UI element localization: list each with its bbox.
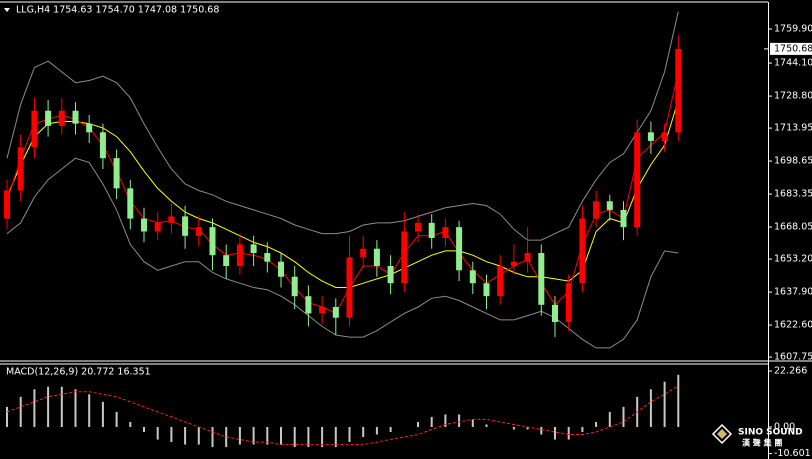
y-tick-label: 1683.35 [774, 189, 812, 200]
candle-body [209, 227, 216, 256]
price-box [770, 42, 812, 55]
candle-body [58, 110, 65, 126]
candle-body [593, 201, 600, 219]
candle-body [332, 306, 339, 318]
candle-body [291, 276, 298, 297]
menu-arrow[interactable] [4, 8, 10, 12]
candle-body [223, 255, 230, 266]
candle-body [127, 188, 134, 219]
candle-body [675, 48, 682, 133]
candle-body [141, 218, 147, 232]
y-tick-label: 0.00 [774, 421, 795, 432]
candle-body [565, 283, 572, 323]
candle-body [319, 306, 326, 314]
indicator-line [6, 11, 679, 241]
indicator-line [6, 157, 679, 349]
candle-body [606, 201, 613, 210]
watermark: SINO SOUND 漢 聲 集 團 [711, 423, 803, 448]
candle-body [524, 253, 531, 262]
price-label: 1750.68 [774, 43, 812, 54]
candle-body [250, 244, 257, 254]
candle-body [428, 222, 435, 238]
candle-body [579, 218, 586, 284]
candle-body [620, 209, 627, 228]
signal-line [6, 385, 679, 446]
y-tick-label: 1607.75 [774, 352, 812, 363]
candle-body [278, 261, 284, 277]
candle-body [168, 216, 175, 223]
candle-body [483, 283, 490, 297]
candle-body [4, 190, 10, 219]
candle-body [195, 227, 202, 236]
candle-body [305, 296, 312, 314]
y-tick-label: 1744.10 [774, 58, 812, 69]
y-tick-label: 1713.95 [774, 123, 812, 134]
candle-body [360, 248, 367, 258]
candle-body [113, 158, 120, 189]
logo [711, 423, 733, 445]
candle-body [264, 253, 271, 262]
y-tick-label: 1668.05 [774, 222, 812, 233]
y-tick-label: 1653.20 [774, 254, 812, 265]
candle-body [552, 304, 558, 323]
indicator-line [6, 99, 679, 288]
candle-body [346, 257, 353, 318]
y-tick-label: 22.266 [774, 366, 807, 377]
candle-body [17, 147, 24, 191]
watermark-subtitle: 漢 聲 集 團 [742, 438, 782, 448]
y-tick-label: 1637.90 [774, 287, 812, 298]
candle-body [647, 132, 654, 141]
y-tick-label: 1622.60 [774, 320, 812, 331]
chart-title: LLG,H4 1754.63 1754.70 1747.08 1750.68 [16, 5, 219, 16]
logo [717, 429, 727, 439]
candle-body [182, 216, 189, 236]
candle-body [415, 222, 421, 232]
candle-body [31, 110, 38, 148]
candle-body [99, 132, 106, 159]
candle-body [154, 222, 161, 232]
candle-body [387, 265, 394, 284]
candle-body [469, 270, 476, 284]
y-tick-label: 1698.65 [774, 156, 812, 167]
y-tick-label: -10.601 [774, 448, 811, 459]
candle-body [86, 123, 93, 133]
candle-body [236, 244, 243, 266]
candle-body [45, 110, 52, 126]
candle-body [401, 231, 408, 284]
y-tick-label: 1759.90 [774, 24, 812, 35]
candle-body [72, 110, 79, 124]
candle-body [373, 248, 380, 266]
candle-body [661, 132, 668, 141]
candle-body [510, 261, 517, 266]
candle-body [538, 253, 545, 305]
candle-body [634, 132, 641, 228]
watermark-text: SINO SOUND [738, 428, 803, 438]
y-tick-label: 1728.80 [774, 91, 812, 102]
candle-body [456, 227, 463, 271]
candle-body [497, 265, 504, 297]
candle-body [442, 227, 449, 238]
indicator-title: MACD(12,26,9) 20.772 16.351 [6, 367, 151, 378]
